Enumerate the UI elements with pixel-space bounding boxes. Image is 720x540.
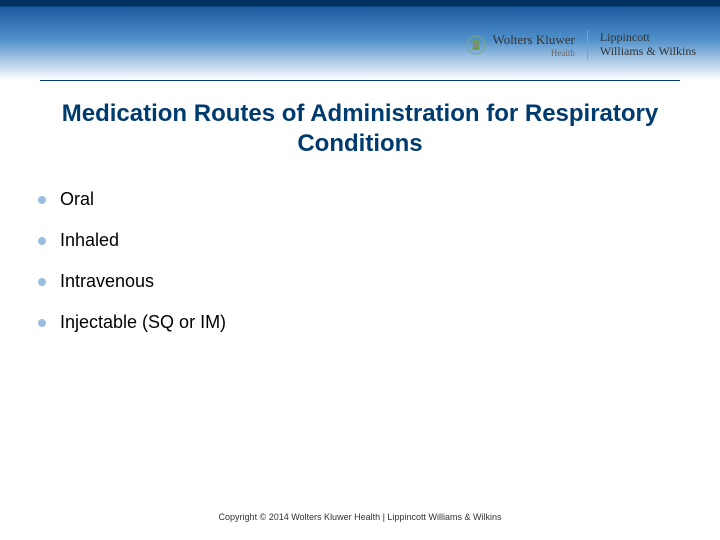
lww-logo: Lippincott Williams & Wilkins: [600, 31, 696, 59]
header-band: Wolters Kluwer Health Lippincott William…: [0, 0, 720, 80]
list-item: Injectable (SQ or IM): [38, 302, 690, 343]
list-item: Inhaled: [38, 220, 690, 261]
bullet-label: Intravenous: [60, 271, 154, 292]
bullet-dot-icon: [38, 319, 46, 327]
slide-title: Medication Routes of Administration for …: [0, 81, 720, 179]
brand1-name: Wolters Kluwer: [492, 33, 574, 46]
brand2-line2: Williams & Wilkins: [600, 45, 696, 59]
wk-text-block: Wolters Kluwer Health: [492, 33, 574, 58]
list-item: Intravenous: [38, 261, 690, 302]
bullet-dot-icon: [38, 278, 46, 286]
wk-mark-icon: [466, 35, 486, 55]
bullet-dot-icon: [38, 196, 46, 204]
footer-copyright: Copyright © 2014 Wolters Kluwer Health |…: [0, 512, 720, 522]
bullet-label: Oral: [60, 189, 94, 210]
brand1-sub: Health: [492, 49, 574, 58]
branding-block: Wolters Kluwer Health Lippincott William…: [466, 30, 696, 60]
bullet-list: Oral Inhaled Intravenous Injectable (SQ …: [0, 179, 720, 343]
bullet-label: Injectable (SQ or IM): [60, 312, 226, 333]
brand2-line1: Lippincott: [600, 31, 696, 45]
wolters-kluwer-logo: Wolters Kluwer Health: [466, 33, 574, 58]
brand-divider: [587, 30, 588, 60]
list-item: Oral: [38, 179, 690, 220]
bullet-label: Inhaled: [60, 230, 119, 251]
header-top-stripe: [0, 0, 720, 6]
bullet-dot-icon: [38, 237, 46, 245]
